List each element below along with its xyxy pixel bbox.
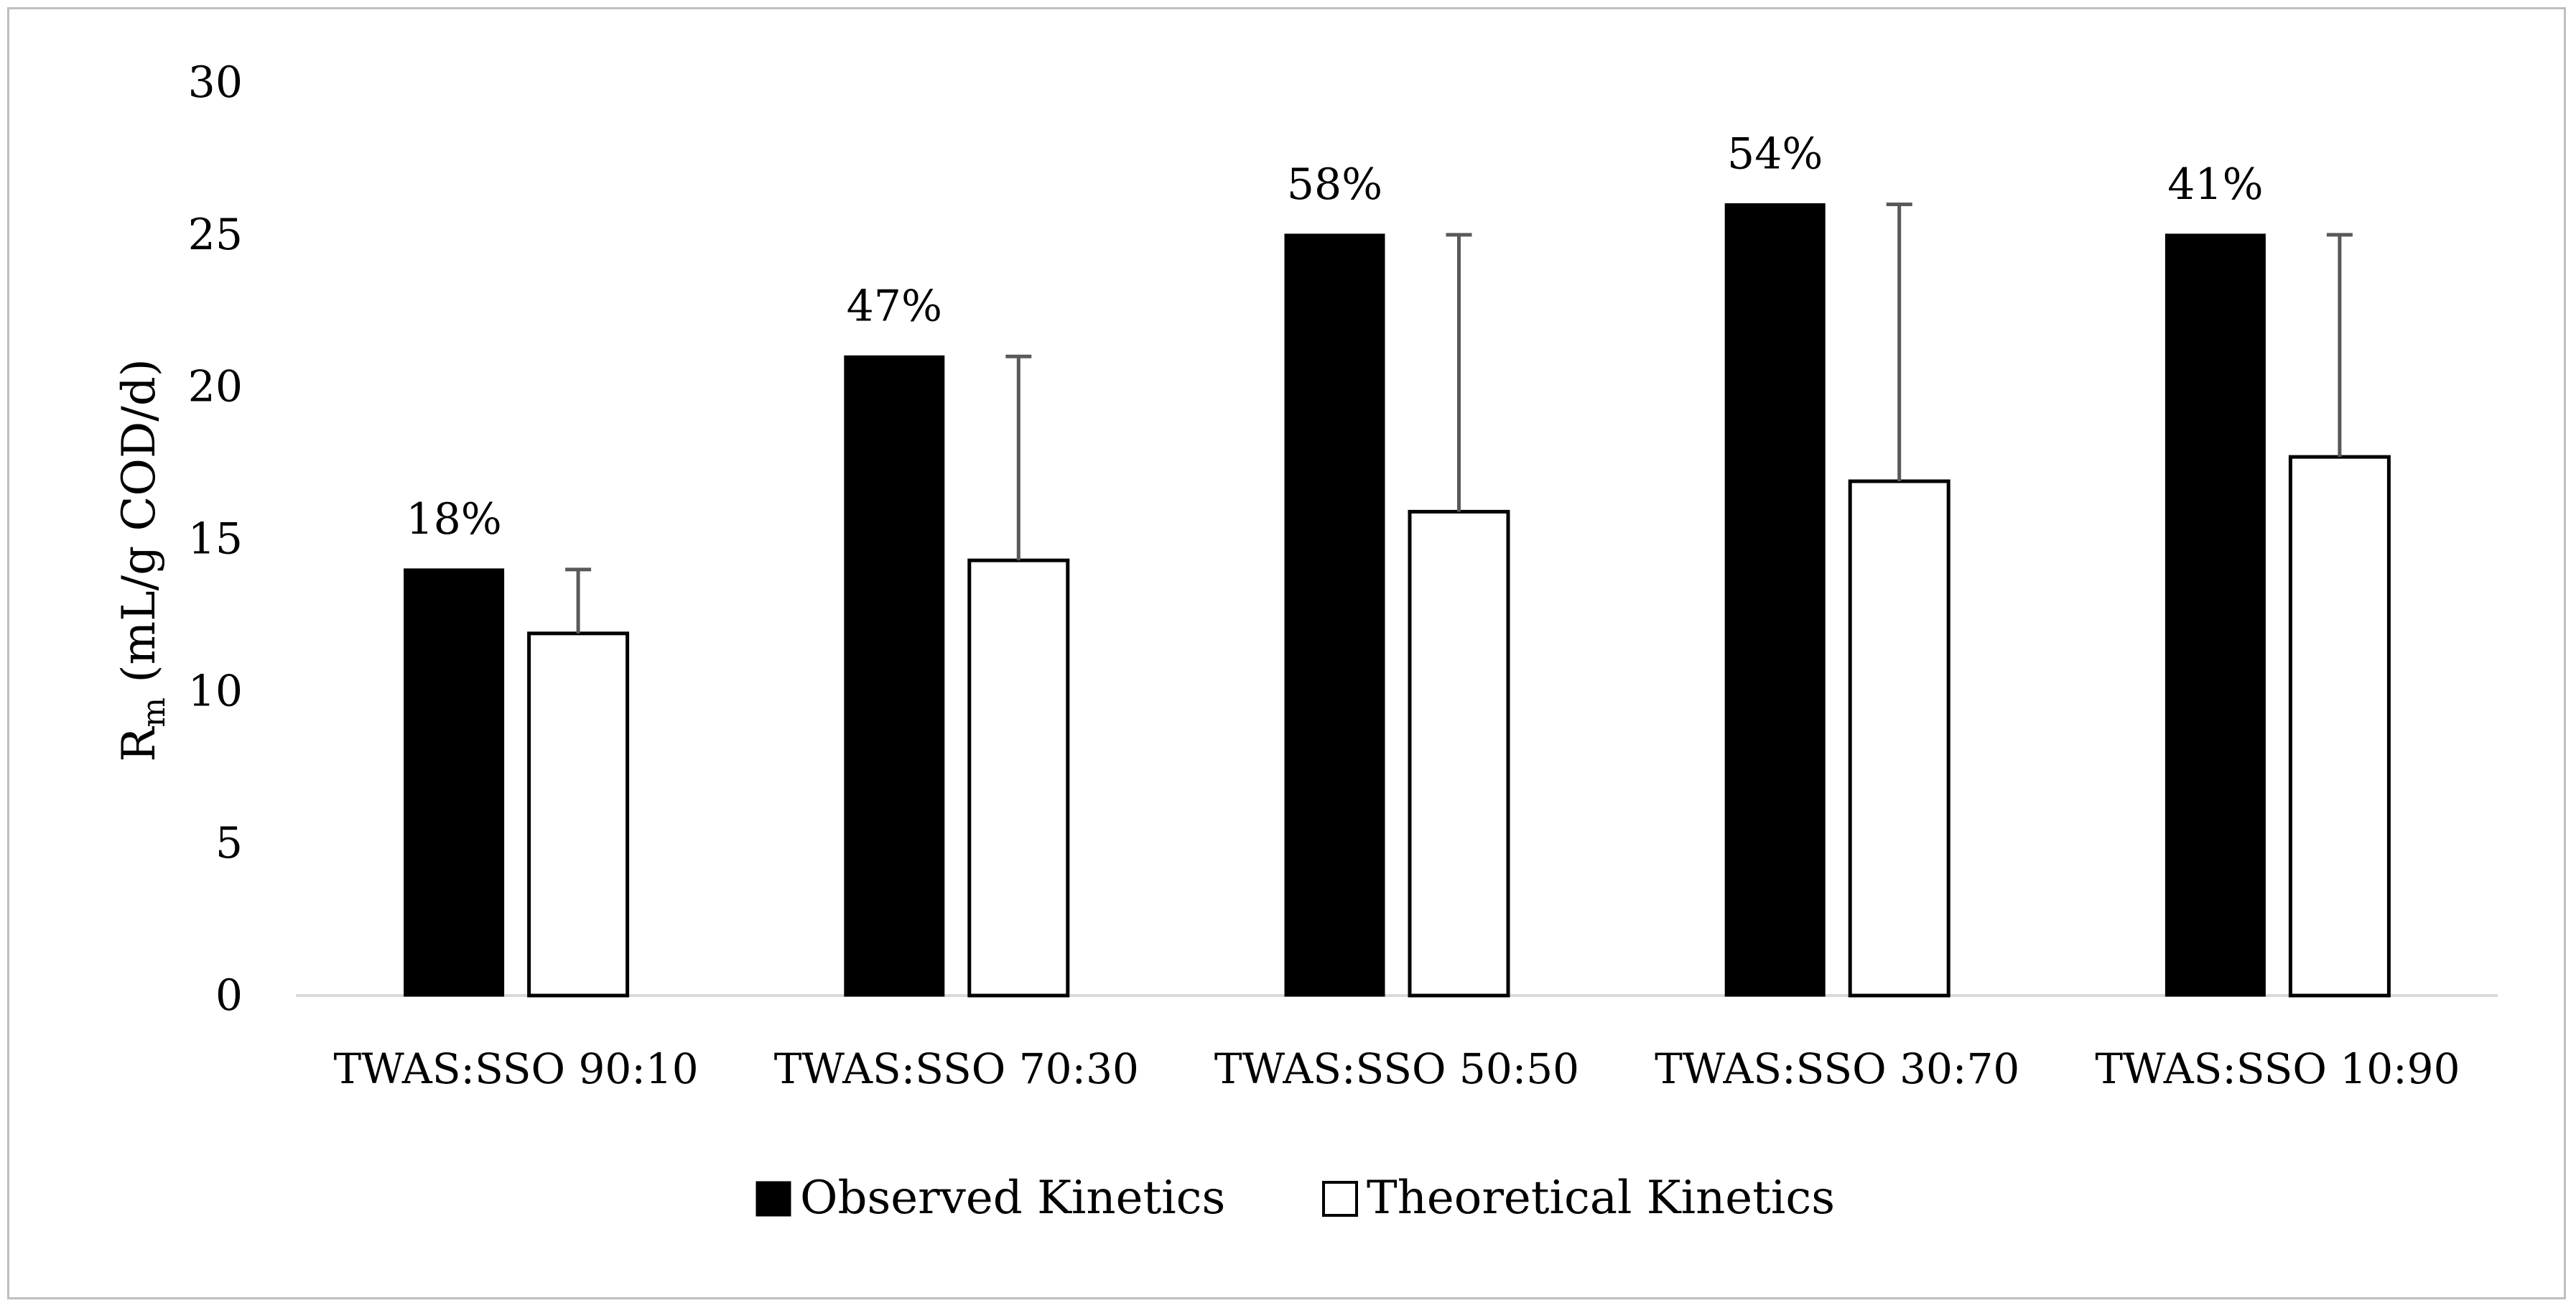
bar-observed: [2165, 233, 2266, 997]
percent-annotations: 18% 47% 58% 54% 41%: [406, 129, 2263, 544]
y-tick-label: 25: [188, 210, 243, 260]
bar-observed: [404, 568, 505, 997]
legend-swatch-theoretical: [1322, 1181, 1358, 1217]
bar-theoretical: [1408, 509, 1510, 998]
y-tick-label: 15: [188, 514, 243, 565]
bars: [404, 203, 2391, 998]
y-axis-title-subscript: m: [136, 697, 172, 728]
percent-annotation: 58%: [1287, 159, 1382, 210]
bar-observed: [844, 355, 945, 997]
bar-theoretical: [967, 558, 1070, 998]
x-axis-category-labels: TWAS:SSO 90:10 TWAS:SSO 70:30 TWAS:SSO 50:…: [334, 1044, 2460, 1093]
percent-annotation: 41%: [2167, 159, 2263, 210]
bar-theoretical: [2288, 455, 2391, 998]
bar-observed: [1284, 233, 1385, 997]
x-category-label: TWAS:SSO 90:10: [334, 1044, 699, 1093]
x-category-label: TWAS:SSO 50:50: [1214, 1044, 1579, 1093]
y-axis-title-units: (mL/g COD/d): [113, 358, 166, 697]
y-axis-title-symbol: R: [113, 726, 166, 762]
y-tick-label: 20: [188, 362, 243, 412]
x-category-label: TWAS:SSO 10:90: [2095, 1044, 2460, 1093]
bar-theoretical: [527, 631, 630, 998]
legend: Observed Kinetics Theoretical Kinetics: [755, 1172, 1835, 1225]
y-tick-label: 30: [188, 57, 243, 108]
y-axis-title: Rm (mL/g COD/d): [113, 358, 172, 762]
legend-label-theoretical: Theoretical Kinetics: [1367, 1172, 1835, 1225]
y-tick-label: 10: [188, 666, 243, 716]
x-category-label: TWAS:SSO 70:30: [774, 1044, 1139, 1093]
x-category-label: TWAS:SSO 30:70: [1655, 1044, 2019, 1093]
y-tick-label: 0: [215, 970, 243, 1021]
percent-annotation: 47%: [847, 281, 942, 331]
percent-annotation: 54%: [1727, 129, 1823, 179]
bar-theoretical: [1848, 479, 1950, 998]
bar-observed: [1724, 203, 1826, 997]
legend-swatch-observed: [755, 1181, 791, 1217]
error-bars: [565, 202, 2353, 634]
y-tick-label: 5: [215, 818, 243, 868]
percent-annotation: 18%: [406, 494, 501, 544]
y-axis-ticks: 0 5 10 15 20 25 30: [188, 57, 243, 1021]
legend-label-observed: Observed Kinetics: [800, 1172, 1225, 1225]
